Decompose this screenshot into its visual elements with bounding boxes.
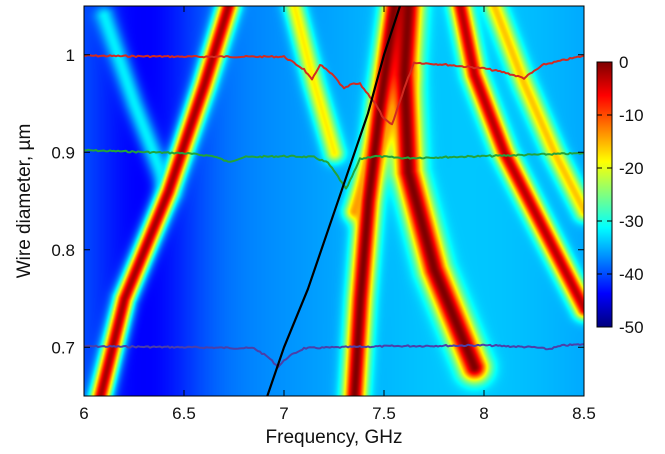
y-tick-label: 0.8: [51, 241, 75, 260]
series-line-1: [84, 343, 584, 369]
x-axis-label: Frequency, GHz: [266, 427, 403, 448]
colorbar-tick-label: -30: [619, 212, 644, 231]
y-tick-label: 0.9: [51, 143, 75, 162]
colorbar: 0 -10 -20 -30 -40 -50: [596, 53, 644, 337]
y-tick-label: 0.7: [51, 338, 75, 357]
series-line-2: [84, 148, 584, 190]
x-tick-label: 8: [479, 404, 488, 423]
colorbar-tick-label: -10: [619, 106, 644, 125]
plot-area: [84, 6, 584, 396]
x-axis: 6 6.5 7 7.5 8 8.5: [79, 6, 596, 423]
colorbar-tick-label: -50: [619, 318, 644, 337]
x-tick-label: 6.5: [172, 404, 196, 423]
colorbar-tick-label: -20: [619, 159, 644, 178]
dispersion-curve: [266, 6, 402, 396]
x-tick-label: 7: [279, 404, 288, 423]
x-tick-label: 7.5: [372, 404, 396, 423]
y-axis: 0.7 0.8 0.9 1: [51, 46, 584, 357]
plot-frame: [83, 5, 585, 397]
heatmap-image: [84, 6, 584, 396]
colorbar-frame: [596, 61, 613, 328]
x-tick-label: 8.5: [572, 404, 596, 423]
series-layer: [84, 6, 584, 396]
colorbar-tick-label: 0: [619, 53, 628, 72]
colorbar-ticks: 0 -10 -20 -30 -40 -50: [597, 53, 644, 337]
x-tick-label: 6: [79, 404, 88, 423]
y-axis-label: Wire diameter, µm: [14, 124, 35, 279]
colorbar-tick-label: -40: [619, 265, 644, 284]
colorbar-gradient: [597, 62, 612, 327]
y-tick-label: 1: [66, 46, 75, 65]
series-line-3: [84, 54, 584, 126]
